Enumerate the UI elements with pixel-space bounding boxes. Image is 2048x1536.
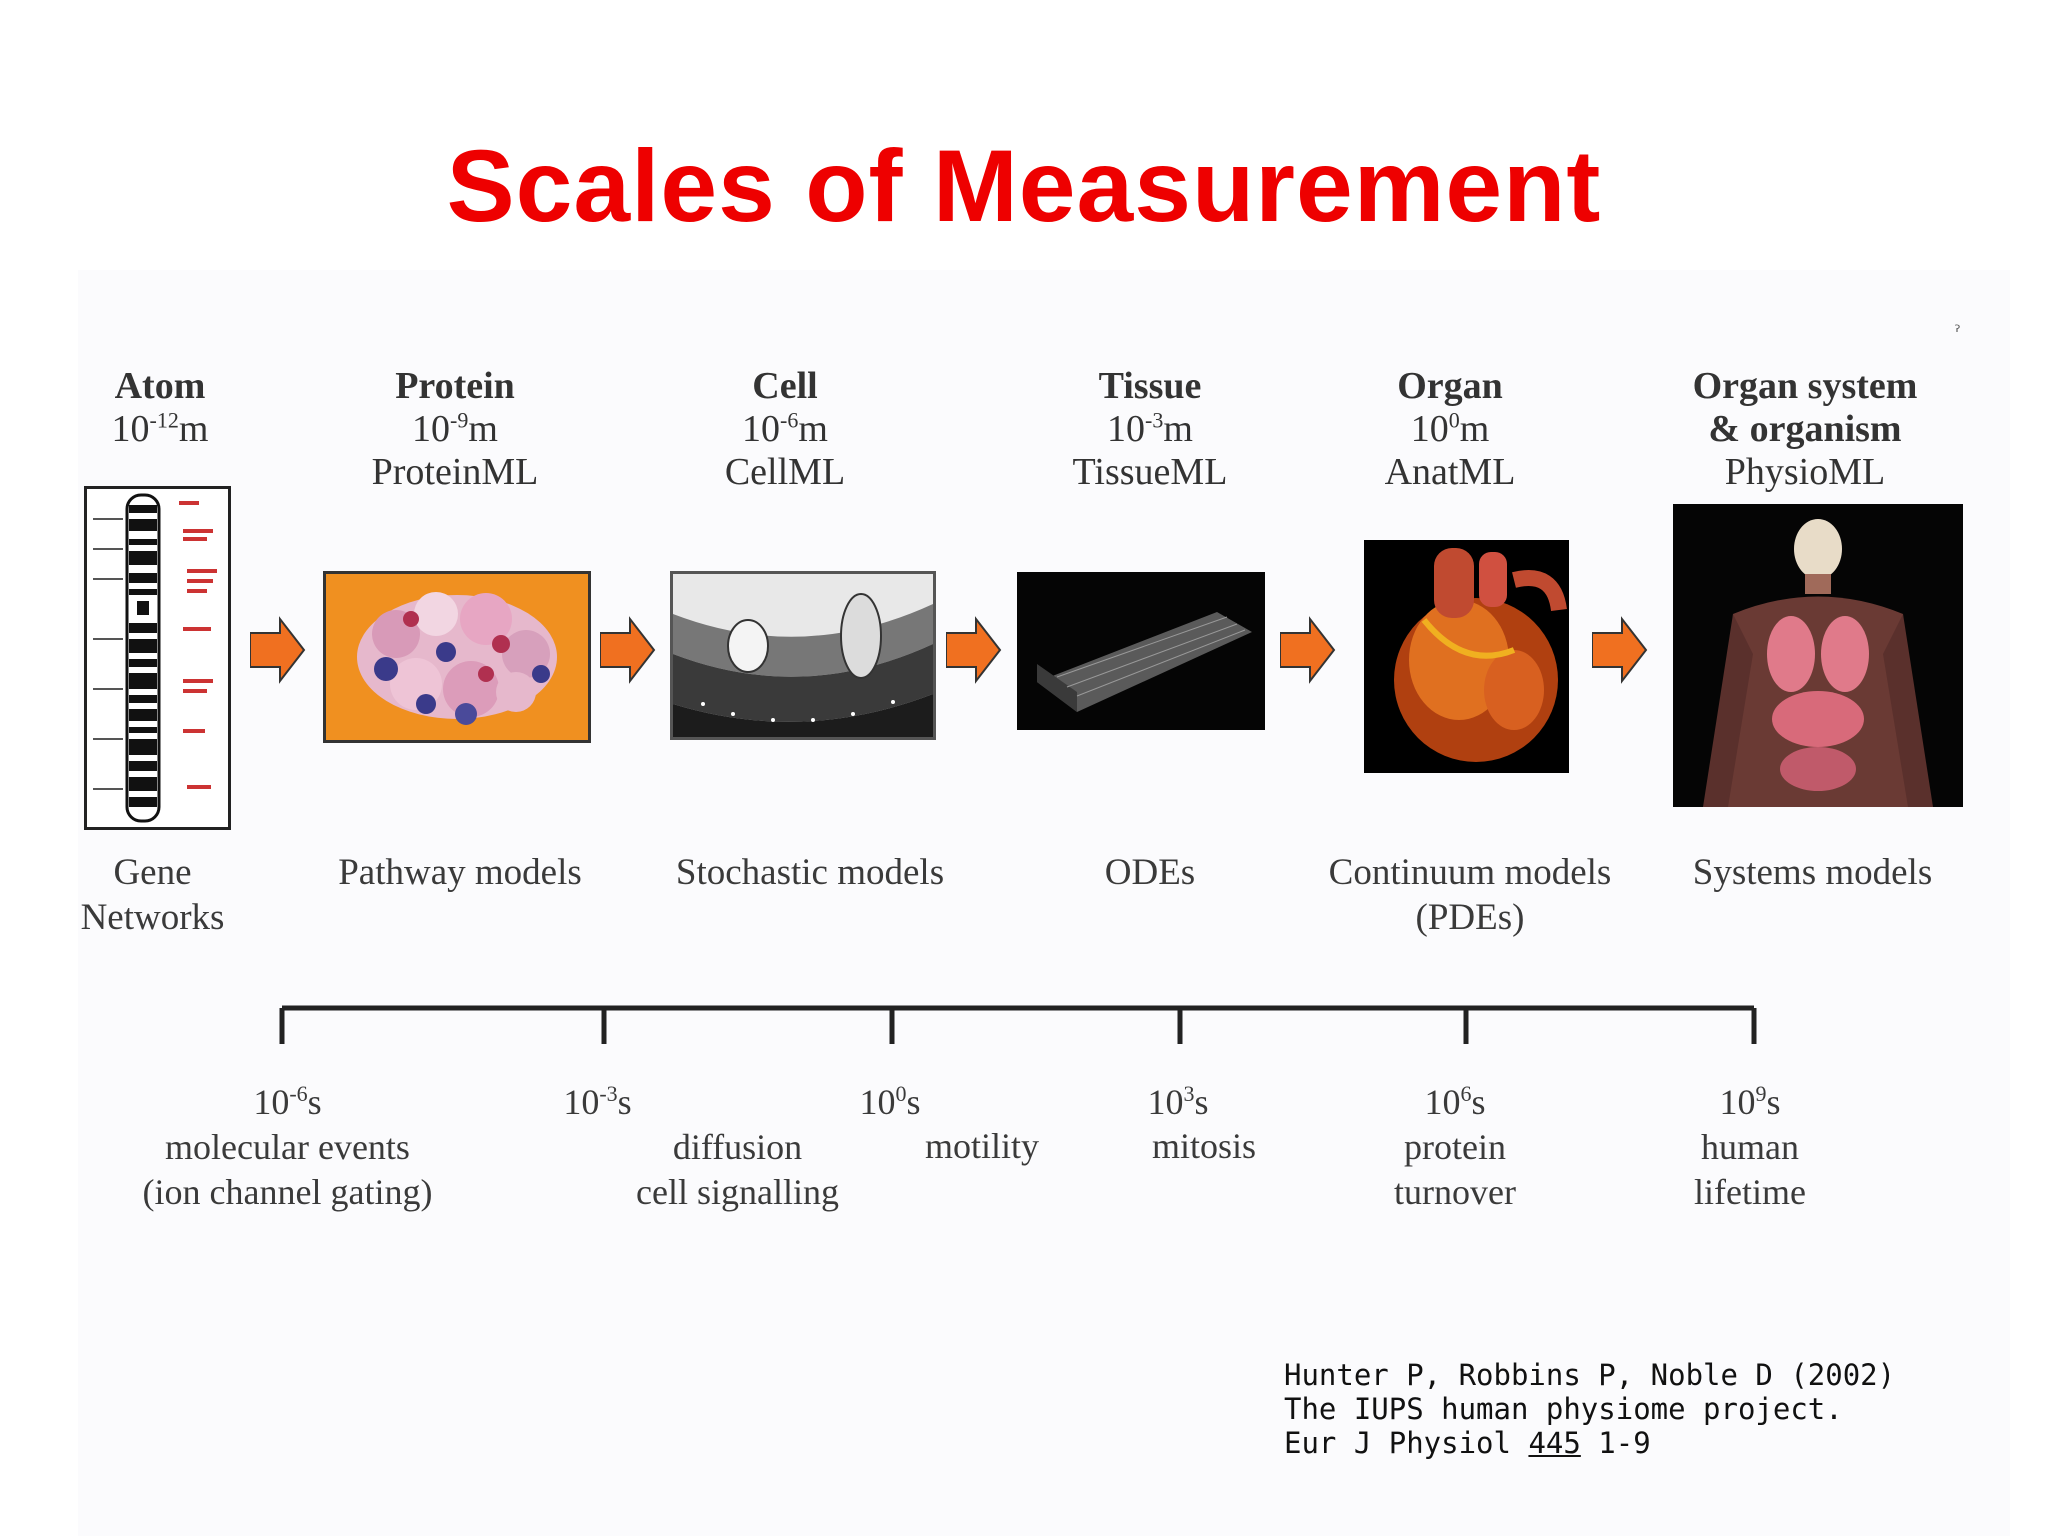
level-markup: ProteinML: [371, 451, 539, 493]
model-odes: ODEs: [1104, 852, 1196, 893]
level-scale: 10-12m: [111, 407, 209, 450]
level-markup: AnatML: [1384, 451, 1516, 493]
tick-1e6: 106s protein turnover: [1394, 1081, 1516, 1212]
level-scale: 10-3m: [1107, 407, 1193, 450]
corner-mark: ˀ: [1954, 322, 1966, 343]
citation-line-3: Eur J Physiol 445 1-9: [1284, 1426, 1651, 1460]
citation: Hunter P, Robbins P, Noble D (2002) The I…: [1284, 1358, 1895, 1460]
level-markup: TissueML: [1072, 451, 1228, 493]
level-organ: Organ 100m AnatML: [1350, 365, 1550, 494]
level-name: Organ: [1397, 365, 1503, 407]
model-systems: Systems models: [1692, 852, 1933, 893]
level-protein: Protein 10-9m ProteinML: [340, 365, 570, 494]
level-name: Tissue: [1098, 365, 1202, 407]
tick-1e-6: 10-6s molecular events (ion channel gati…: [142, 1081, 433, 1212]
citation-line-2: The IUPS human physiome project.: [1284, 1392, 1843, 1426]
cell-membrane-image: [670, 571, 936, 740]
level-name-line2: & organism: [1708, 408, 1902, 450]
human-body-image: [1673, 504, 1963, 807]
tick-1e-3-notes: diffusion cell signalling: [636, 1127, 839, 1212]
note-motility: motility: [925, 1126, 1040, 1166]
level-name: Protein: [395, 365, 515, 407]
note-mitosis: mitosis: [1152, 1126, 1257, 1166]
arrow-right-icon: [600, 616, 656, 684]
slide-title: Scales of Measurement: [446, 129, 1602, 243]
tick-1e0: 100s: [859, 1081, 921, 1122]
citation-line-1: Hunter P, Robbins P, Noble D (2002): [1284, 1358, 1896, 1392]
arrow-right-icon: [1280, 616, 1336, 684]
level-scale: 10-9m: [412, 407, 498, 450]
level-markup: PhysioML: [1724, 451, 1886, 493]
tick-1e9: 109s human lifetime: [1694, 1081, 1806, 1212]
tick-1e3: 103s: [1147, 1081, 1209, 1122]
level-name: Organ system: [1692, 365, 1918, 407]
level-markup: CellML: [724, 451, 846, 493]
level-scale: 100m: [1410, 407, 1490, 450]
level-name: Cell: [752, 365, 818, 407]
arrow-right-icon: [1592, 616, 1648, 684]
heart-image: [1364, 540, 1569, 773]
level-organ-system: Organ system & organism PhysioML: [1660, 365, 1950, 494]
level-tissue: Tissue 10-3m TissueML: [1040, 365, 1260, 494]
level-atom: Atom 10-12m: [95, 365, 225, 451]
model-continuum: Continuum models (PDEs): [1328, 852, 1612, 938]
arrow-right-icon: [250, 616, 306, 684]
timescale-axis: [279, 1005, 1757, 1044]
level-name: Atom: [114, 365, 206, 407]
protein-image: [323, 571, 591, 743]
model-pathway: Pathway models: [338, 852, 582, 893]
level-scale: 10-6m: [742, 407, 828, 450]
chromosome-image: [84, 486, 231, 830]
content-panel: [78, 270, 2010, 1536]
tissue-image: [1017, 572, 1265, 730]
model-gene-networks: Gene Networks: [80, 852, 225, 938]
tick-1e-3: 10-3s: [563, 1081, 632, 1122]
arrow-right-icon: [946, 616, 1002, 684]
model-stochastic: Stochastic models: [675, 852, 945, 893]
level-cell: Cell 10-6m CellML: [690, 365, 880, 494]
